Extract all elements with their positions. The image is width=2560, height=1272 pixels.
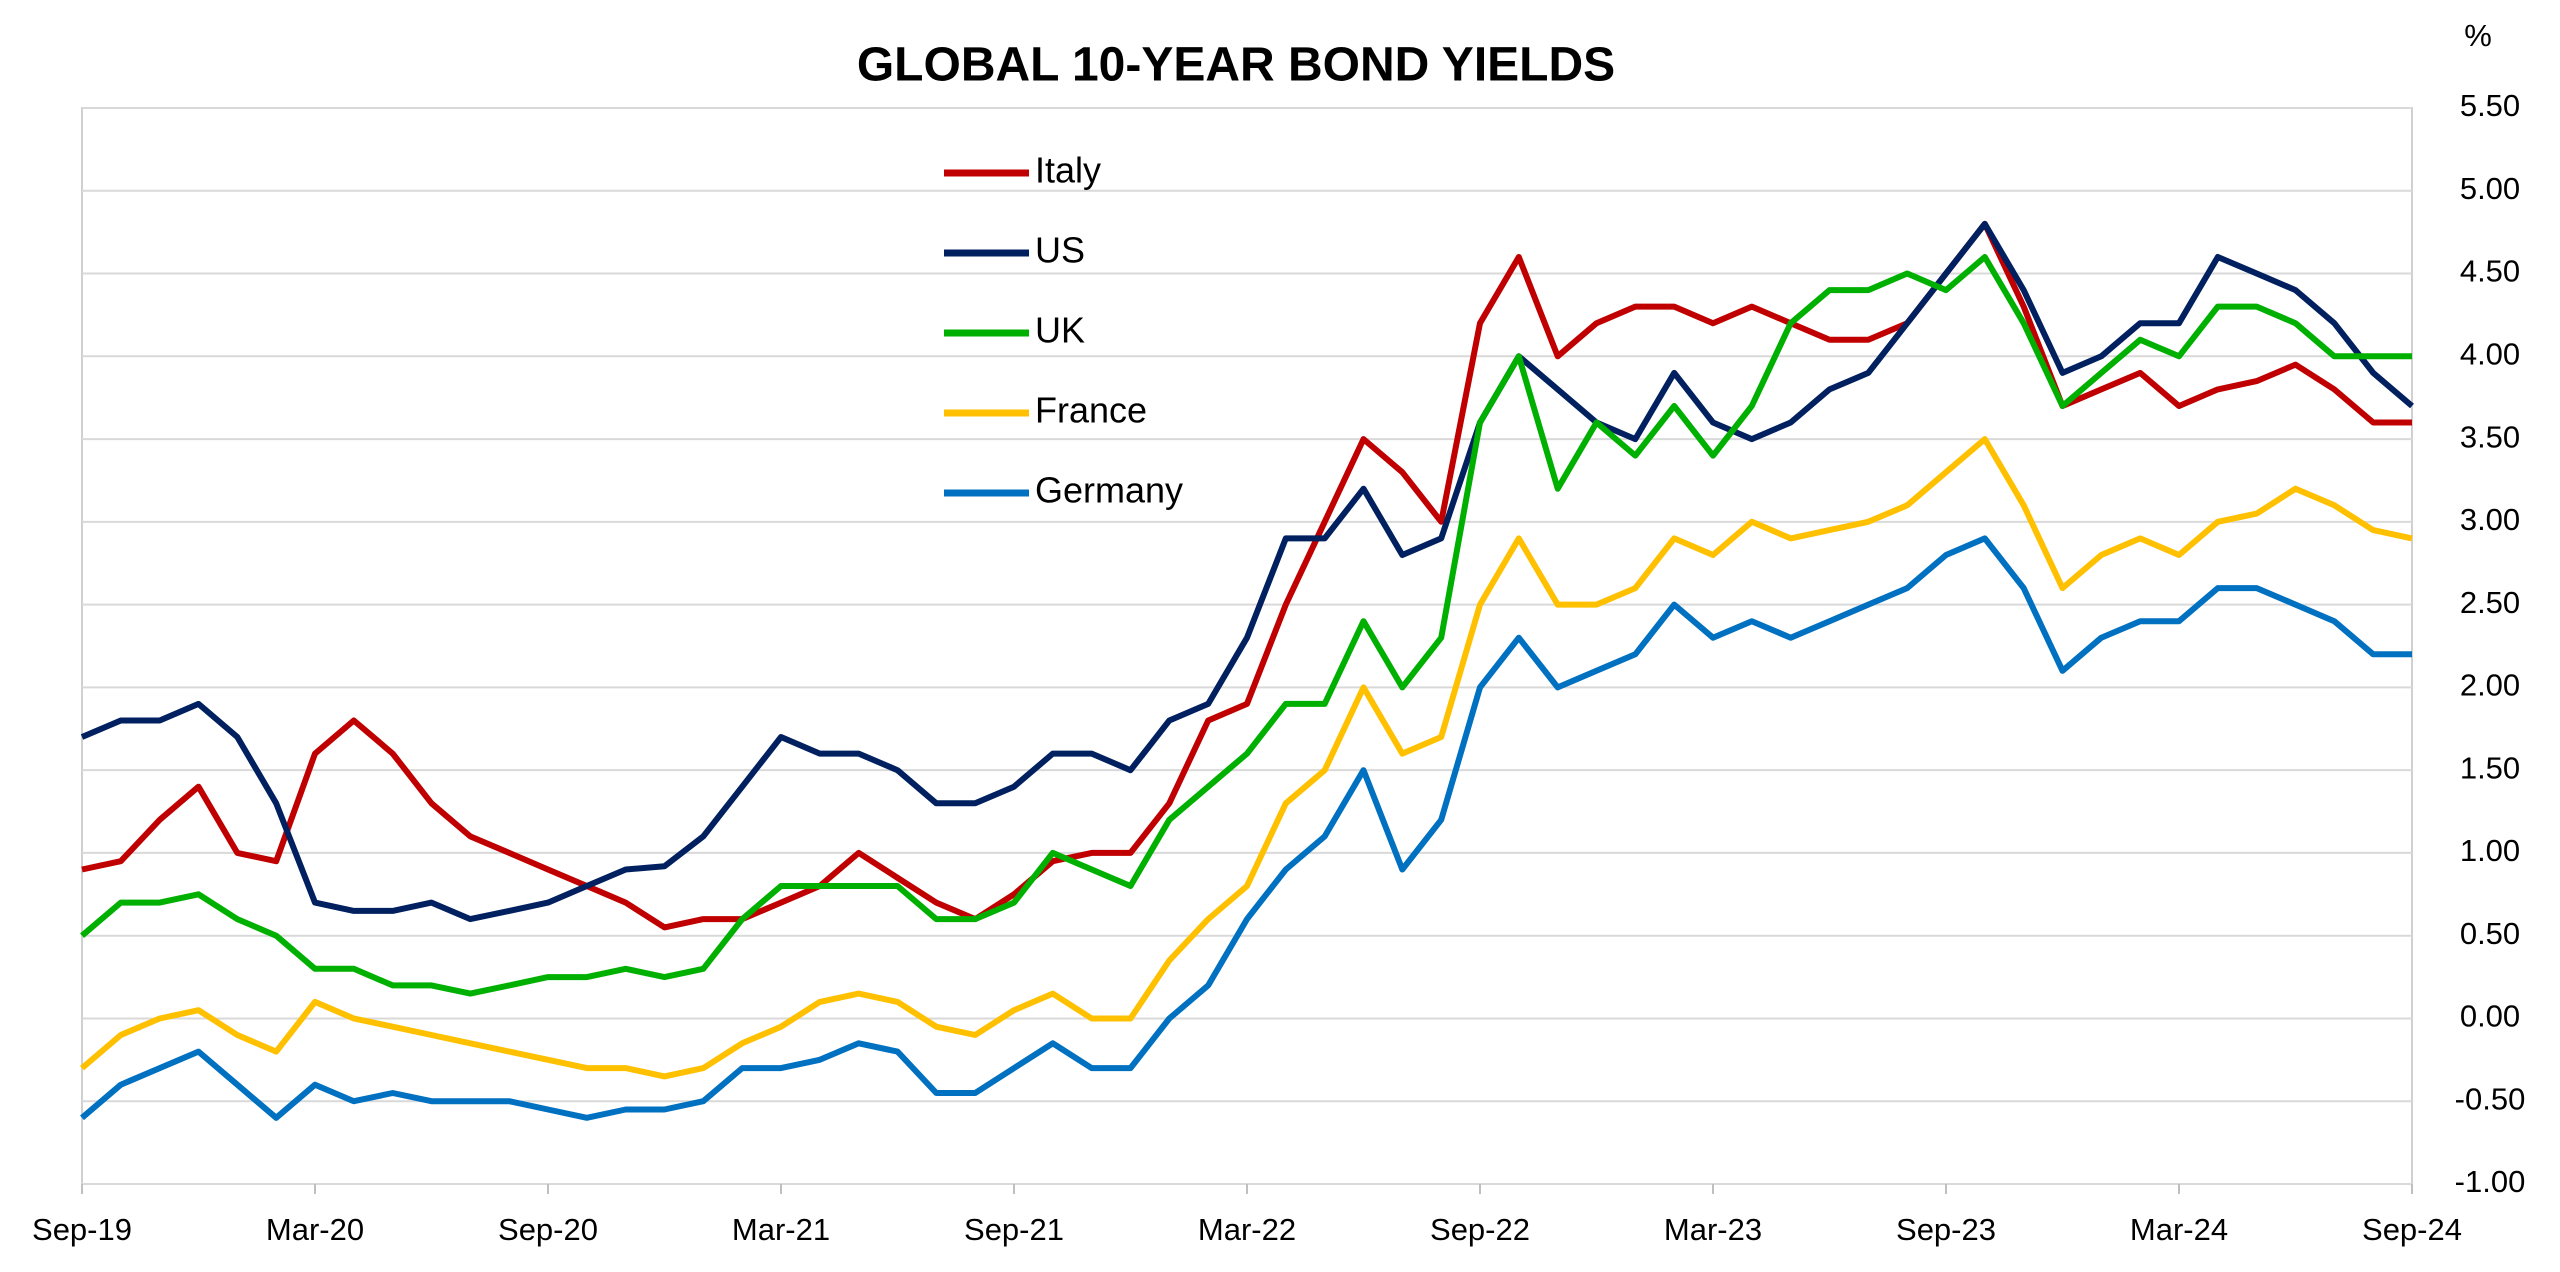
legend-label: France	[1035, 390, 1147, 431]
x-tick-label: Mar-21	[732, 1212, 830, 1247]
legend-label: Germany	[1035, 470, 1183, 511]
y-tick-label: 2.00	[2460, 668, 2520, 703]
y-tick-label: 1.00	[2460, 833, 2520, 868]
legend-label: US	[1035, 230, 1085, 271]
x-tick-label: Mar-22	[1198, 1212, 1296, 1247]
x-tick-label: Sep-24	[2362, 1212, 2462, 1247]
x-tick-label: Sep-22	[1430, 1212, 1530, 1247]
y-tick-label: 0.00	[2460, 999, 2520, 1034]
x-tick-label: Mar-24	[2130, 1212, 2228, 1247]
legend-label: Italy	[1035, 150, 1101, 191]
x-tick-label: Sep-21	[964, 1212, 1064, 1247]
chart-title: GLOBAL 10-YEAR BOND YIELDS	[857, 39, 1615, 92]
y-tick-label: 4.00	[2460, 336, 2520, 371]
y-tick-label: 3.50	[2460, 419, 2520, 454]
series-line	[80, 535, 2412, 1121]
x-tick-label: Sep-20	[498, 1212, 598, 1247]
x-tick-label: Mar-20	[266, 1212, 364, 1247]
y-tick-label: 4.50	[2460, 254, 2520, 289]
y-tick-label: -0.50	[2455, 1081, 2526, 1116]
y-tick-label: 3.00	[2460, 502, 2520, 537]
y-tick-label: 5.00	[2460, 171, 2520, 206]
y-tick-label: -1.00	[2455, 1164, 2526, 1199]
series-line	[80, 254, 2412, 997]
series-line	[80, 436, 2413, 1080]
y-tick-label: 0.50	[2460, 916, 2520, 951]
y-tick-label: 1.50	[2460, 750, 2520, 785]
x-tick-label: Sep-19	[32, 1212, 132, 1247]
legend-label: UK	[1035, 310, 1085, 351]
x-tick-label: Sep-23	[1896, 1212, 1996, 1247]
series-line	[80, 220, 2414, 923]
series-line	[81, 220, 2412, 931]
x-tick-label: Mar-23	[1664, 1212, 1762, 1247]
plot-frame	[81, 107, 2413, 1185]
y-tick-label: 2.50	[2460, 585, 2520, 620]
y-tick-label: 5.50	[2460, 88, 2520, 123]
y-unit: %	[2464, 18, 2492, 53]
